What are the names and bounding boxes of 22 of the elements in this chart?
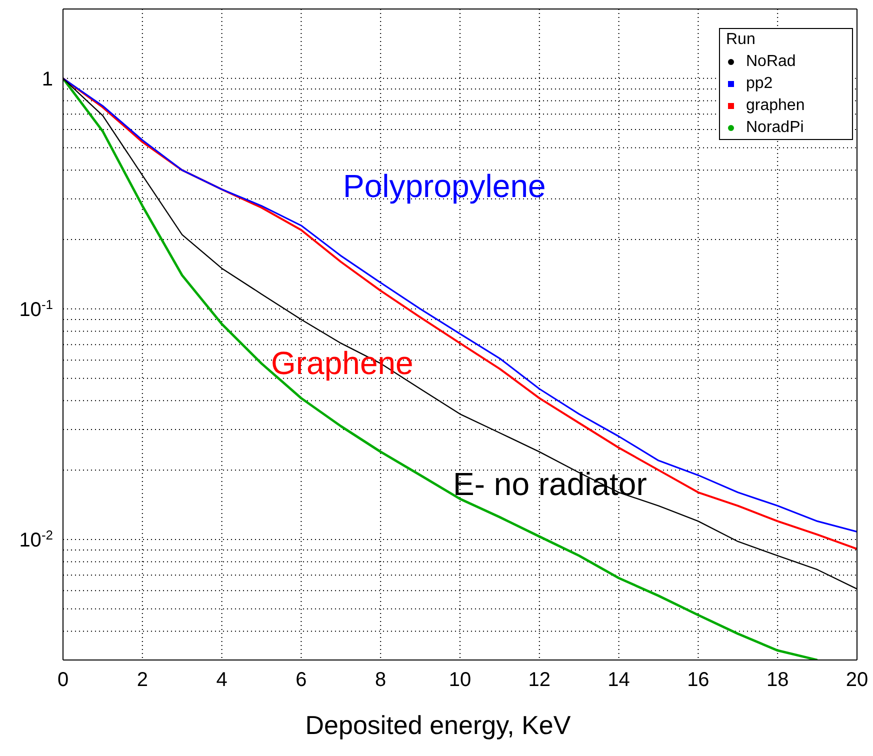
x-tick-label: 12 [528,669,551,692]
legend-label: pp2 [746,75,773,93]
x-tick-label: 8 [375,669,386,692]
line-series [63,77,818,660]
x-tick-label: 20 [846,669,868,692]
x-tick-label: 18 [766,669,789,692]
x-tick-label: 4 [216,669,228,692]
annotation: Polypropylene [343,168,546,205]
legend-label: graphen [746,97,805,115]
y-tick-label: 1 [42,68,53,90]
x-tick-label: 6 [296,669,307,692]
x-tick-label: 14 [608,669,630,692]
x-axis-title: Deposited energy, KeV [304,710,572,741]
legend-title: Run [726,31,756,49]
y-tick-label: 10$^{-2}$ [19,526,53,552]
legend-label: NoradPi [746,119,804,137]
legend-label: NoRad [746,53,796,71]
x-tick-label: 10 [448,669,472,692]
x-tick-label: 16 [687,669,710,692]
x-tick-label: 2 [136,669,148,692]
x-tick-label: 0 [57,669,69,692]
y-tick-label: 10$^{-1}$ [19,296,53,321]
